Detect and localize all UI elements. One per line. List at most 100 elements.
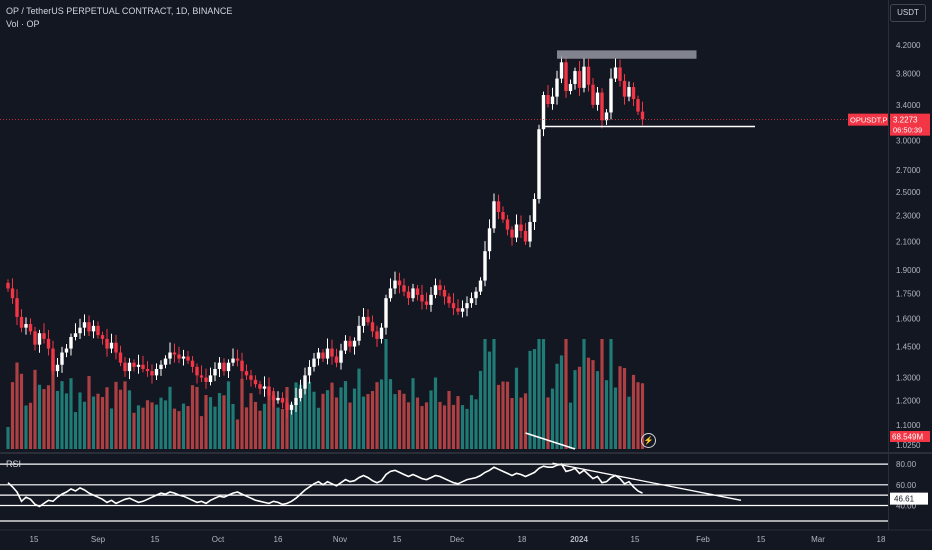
candle-body (429, 294, 433, 305)
volume-bar (631, 374, 636, 449)
last-price-countdown: 06:50:39 (893, 126, 922, 135)
candle-body (541, 95, 546, 130)
candle-body (406, 291, 411, 299)
candle-body (600, 92, 604, 121)
candle-body (577, 71, 582, 88)
volume-bar (595, 371, 600, 449)
volume-bar (87, 376, 91, 449)
price-tick-label: 3.0000 (896, 136, 921, 145)
symbol-label: OPUSDT.P (850, 116, 888, 125)
volume-bar (609, 339, 613, 449)
volume-bar (78, 392, 82, 449)
volume-bar (330, 382, 334, 449)
volume-bar (271, 391, 276, 449)
candle-body (186, 356, 190, 361)
candle-body (474, 291, 478, 299)
volume-bar (537, 339, 541, 449)
candle-body (537, 129, 541, 199)
candle-body (555, 78, 559, 97)
candle-body (132, 362, 136, 367)
volume-bar (141, 407, 145, 449)
volume-bar (267, 390, 271, 449)
candle-body (195, 366, 199, 376)
candle-body (613, 67, 618, 79)
rsi-tick-label: 60.00 (896, 481, 917, 490)
volume-trendline (525, 432, 576, 450)
candle-body (100, 335, 105, 339)
volume-bar (352, 388, 357, 449)
candle-body (235, 358, 240, 361)
volume-bar (361, 396, 366, 449)
volume-bar (577, 366, 582, 449)
volume-bar (640, 383, 645, 449)
time-tick-label: 2024 (570, 535, 588, 544)
volume-bar (262, 403, 267, 449)
volume-bar (532, 349, 537, 449)
price-tick-label: 2.1000 (896, 238, 921, 247)
volume-bar (523, 393, 528, 449)
candle-body (6, 282, 10, 289)
candle-body (330, 348, 334, 357)
volume-bar (379, 379, 384, 449)
volume-bar (289, 403, 294, 449)
price-tick-label: 1.7500 (896, 289, 921, 298)
candle-body (586, 66, 591, 85)
rsi-current-bg (890, 492, 928, 505)
currency-button[interactable]: USDT (890, 4, 926, 22)
candle-body (190, 360, 195, 367)
volume-bar (429, 390, 433, 449)
volume-bar (483, 339, 487, 449)
symbol-label-bg (848, 113, 888, 126)
candle-body (213, 368, 217, 376)
volume-bar (15, 362, 19, 449)
volume-value-bg (890, 431, 930, 442)
volume-bar (150, 402, 154, 449)
time-tick-label: 15 (30, 535, 39, 544)
candle-body (361, 316, 366, 326)
volume-bar (496, 384, 501, 449)
time-tick-label: 18 (518, 535, 527, 544)
candle-body (438, 285, 442, 291)
volume-bar (109, 408, 114, 449)
candle-body (334, 356, 339, 363)
candle-body (420, 294, 424, 302)
candle-body (55, 364, 60, 372)
candle-body (460, 308, 465, 312)
time-tick-label: Mar (811, 535, 825, 544)
candle-body (267, 386, 271, 396)
candle-body (199, 375, 204, 378)
candle-body (343, 340, 348, 351)
candle-body (487, 228, 492, 252)
volume-bar (231, 403, 235, 449)
candle-body (298, 388, 303, 398)
candle-body (127, 362, 132, 372)
candle-body (136, 364, 141, 367)
time-tick-label: 15 (631, 535, 640, 544)
candle-body (505, 219, 510, 230)
volume-bar (510, 397, 514, 449)
volume-bar (298, 384, 303, 449)
candle-body (204, 377, 208, 382)
volume-bar (456, 396, 460, 449)
lightning-icon[interactable]: ⚡ (641, 433, 656, 448)
volume-bar (613, 387, 618, 449)
candle-body (604, 112, 609, 121)
candle-body (573, 71, 577, 84)
volume-bar (316, 407, 321, 449)
volume-bar (213, 406, 217, 449)
volume-value: 68.549M (892, 433, 923, 442)
volume-bar (411, 378, 415, 449)
rsi-label: RSI (6, 459, 22, 469)
volume-bar (564, 339, 568, 449)
candle-body (465, 303, 469, 309)
candle-body (393, 280, 397, 289)
volume-bar (10, 382, 15, 449)
candle-body (253, 379, 258, 385)
candle-body (105, 338, 109, 349)
candle-body (262, 386, 267, 389)
candle-body (496, 201, 501, 213)
volume-bar (438, 401, 442, 449)
time-tick-label: Nov (333, 535, 347, 544)
candle-body (208, 375, 213, 382)
